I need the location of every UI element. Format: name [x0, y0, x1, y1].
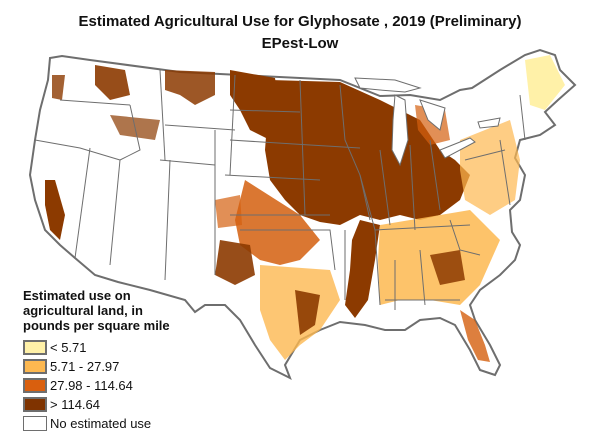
legend-item-low: < 5.71	[23, 338, 223, 357]
region-georgia-dark	[430, 250, 465, 285]
region-colorado	[215, 195, 242, 228]
region-northern-plains	[230, 70, 280, 140]
map-title: Estimated Agricultural Use for Glyphosat…	[78, 13, 522, 30]
legend: Estimated use on agricultural land, in p…	[23, 288, 223, 433]
legend-swatch	[23, 397, 47, 412]
region-texas-dark	[295, 290, 320, 335]
region-montana	[165, 70, 215, 105]
region-corn-belt	[265, 80, 470, 225]
map-subtitle: EPest-Low	[261, 35, 339, 52]
state-borders	[34, 69, 526, 310]
legend-swatch	[23, 359, 47, 374]
legend-item-mid-low: 5.71 - 27.97	[23, 357, 223, 376]
lake-ontario	[477, 117, 501, 129]
region-florida	[460, 310, 490, 362]
lake-michigan	[391, 94, 409, 167]
region-northeast	[460, 120, 520, 215]
legend-swatch	[23, 340, 47, 355]
region-maine	[525, 55, 565, 110]
lake-huron	[419, 99, 446, 131]
lake-erie	[439, 137, 476, 159]
legend-item-none: No estimated use	[23, 414, 223, 433]
legend-item-high: > 114.64	[23, 395, 223, 414]
region-west-texas	[215, 240, 255, 285]
legend-title: Estimated use on agricultural land, in p…	[23, 288, 170, 333]
region-oregon	[52, 75, 65, 100]
legend-item-mid-high: 27.98 - 114.64	[23, 376, 223, 395]
legend-swatch	[23, 416, 47, 431]
lake-superior	[354, 77, 422, 93]
region-palouse	[95, 65, 130, 100]
region-delta	[345, 220, 380, 318]
region-ca-valley	[45, 180, 65, 240]
region-central-plains	[235, 180, 320, 265]
legend-swatch	[23, 378, 47, 393]
